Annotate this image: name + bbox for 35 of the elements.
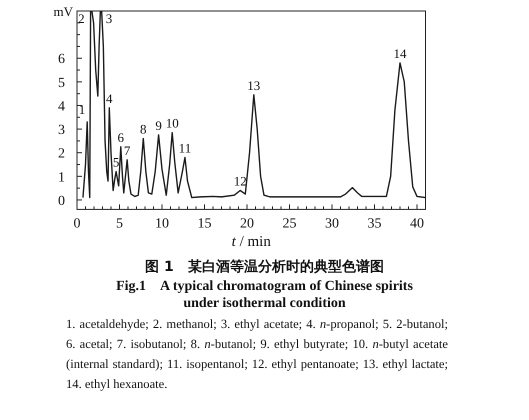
annotation: 9	[155, 118, 162, 133]
annotation: 13	[247, 78, 260, 93]
annotation: 10	[166, 116, 179, 131]
x-tick-label: 0	[74, 216, 80, 232]
annotation: 7	[124, 142, 131, 158]
annotation: 12	[234, 174, 247, 189]
annotation: 4	[106, 90, 114, 106]
y-tick-label: 3	[58, 123, 65, 138]
x-axis-title: t / min	[230, 234, 272, 252]
x-tick-label: 40	[410, 216, 424, 232]
x-tick-label: 35	[368, 216, 382, 232]
annotation: 5	[112, 154, 120, 170]
x-tick-label: 15	[198, 216, 212, 232]
y-tick-label: 5	[58, 76, 65, 91]
annotation: 6	[118, 130, 125, 145]
text: Fig.1 A typical chromatogram of Chinese spirits under isothermal condition	[115, 278, 414, 312]
x-tick-label: 30	[325, 216, 339, 232]
x-tick-label: 5	[116, 216, 123, 232]
y-axis-title: mV	[54, 4, 74, 19]
text: 图 1 某白酒等温分析时的典型色谱图	[144, 258, 385, 276]
annotation: 3	[106, 11, 112, 26]
x-tick-label: 10	[155, 216, 169, 232]
annotation: 2	[78, 11, 85, 26]
text: 1. acetaldehyde; 2. methanol; 3. ethyl acetate; 4. n-propanol; 5. 2-butanol; 6. acetal; 7. isobutanol; 8. n-butanol; 9. ethyl butyrate; 10. n-butyl acetate (internal standard); 11. isopentanol; 12. ethyl pentanoate; 13. ethyl lactate; 14. ethyl hexanoate.	[66, 317, 448, 391]
y-tick-label: 4	[58, 99, 65, 114]
y-tick-label: 1	[58, 170, 65, 186]
annotation: 1	[78, 102, 86, 118]
annotation: 11	[178, 140, 192, 156]
x-tick-label: 25	[282, 216, 296, 232]
x-tick-label: 20	[240, 216, 254, 232]
y-tick-label: 0	[58, 194, 65, 209]
annotation: 14	[394, 46, 407, 61]
annotation: 8	[140, 122, 147, 137]
y-tick-label: 6	[58, 52, 65, 68]
y-tick-label: 2	[58, 146, 65, 162]
